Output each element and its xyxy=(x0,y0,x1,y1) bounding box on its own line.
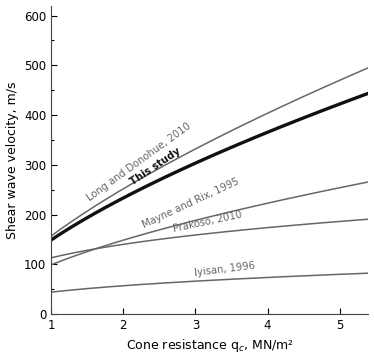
Text: Long and Donohue, 2010: Long and Donohue, 2010 xyxy=(85,121,193,203)
X-axis label: Cone resistance q$_c$, MN/m²: Cone resistance q$_c$, MN/m² xyxy=(126,337,294,355)
Text: This study: This study xyxy=(129,147,183,188)
Text: Iyisan, 1996: Iyisan, 1996 xyxy=(194,261,256,278)
Text: Mayne and Rix, 1995: Mayne and Rix, 1995 xyxy=(141,176,241,230)
Y-axis label: Shear wave velocity, m/s: Shear wave velocity, m/s xyxy=(6,81,19,239)
Text: Prakoso, 2010: Prakoso, 2010 xyxy=(172,209,242,234)
